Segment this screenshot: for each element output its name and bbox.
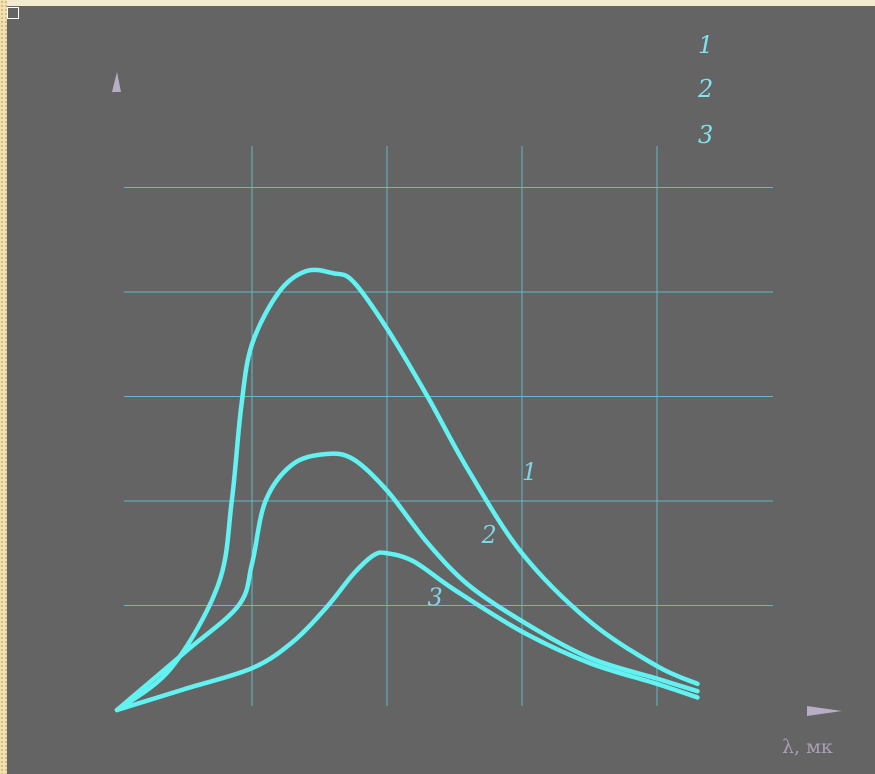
series-line-1	[114, 267, 700, 713]
x-axis-arrow	[807, 706, 842, 716]
y-axis-arrow	[112, 72, 121, 92]
curve-label-2: 2	[481, 521, 497, 549]
legend-entry-2: 2	[698, 75, 714, 103]
curve-label-1: 1	[522, 458, 537, 486]
legend-entry-1: 1	[698, 31, 714, 59]
series-line-3	[114, 550, 700, 713]
curve-label-3: 3	[428, 584, 443, 612]
legend-entry-3: 3	[698, 121, 714, 149]
x-axis-label: λ, мк	[782, 736, 833, 758]
chart-slide	[7, 6, 875, 774]
series-line-2	[114, 451, 700, 713]
decorative-border	[0, 0, 7, 774]
corner-marker	[7, 7, 19, 19]
